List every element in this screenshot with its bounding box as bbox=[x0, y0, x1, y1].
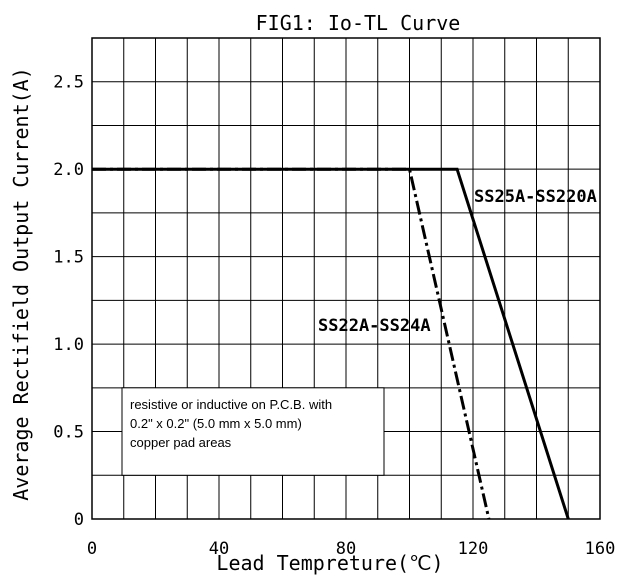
series-label: SS22A-SS24A bbox=[318, 316, 431, 336]
x-tick-label: 40 bbox=[209, 539, 229, 559]
x-tick-label: 120 bbox=[458, 539, 489, 559]
x-tick-label: 160 bbox=[585, 539, 616, 559]
plot-frame bbox=[91, 37, 601, 520]
annotation-line: resistive or inductive on P.C.B. with bbox=[130, 397, 332, 412]
annotation-box: resistive or inductive on P.C.B. with 0.2… bbox=[121, 387, 385, 476]
x-tick-label: 80 bbox=[336, 539, 356, 559]
y-tick-label: 2.5 bbox=[53, 73, 84, 93]
chart-title: FIG1: Io-TL Curve bbox=[256, 11, 461, 35]
y-tick-label: 0.5 bbox=[53, 423, 84, 443]
annotation-line: copper pad areas bbox=[130, 435, 232, 450]
series-label: SS25A-SS220A bbox=[474, 187, 597, 207]
y-tick-label: 1.0 bbox=[53, 335, 84, 355]
y-tick-label: 0 bbox=[74, 510, 84, 530]
series-line bbox=[92, 167, 491, 520]
annotation-frame bbox=[121, 387, 385, 476]
series-labels: SS25A-SS220A SS22A-SS24A bbox=[318, 187, 597, 336]
y-tick-label: 2.0 bbox=[53, 160, 84, 180]
series-line bbox=[92, 167, 570, 520]
tick-labels: 0 0.5 1.0 1.5 2.0 2.5 0 40 80 120 160 bbox=[53, 73, 615, 559]
x-axis-label: Lead Tempreture(℃) bbox=[216, 551, 443, 575]
y-axis-label: Average Rectifield Output Current(A) bbox=[9, 67, 33, 500]
annotation-line: 0.2" x 0.2" (5.0 mm x 5.0 mm) bbox=[130, 416, 302, 431]
series-group bbox=[92, 167, 570, 520]
x-tick-label: 0 bbox=[87, 539, 97, 559]
y-tick-label: 1.5 bbox=[53, 248, 84, 268]
